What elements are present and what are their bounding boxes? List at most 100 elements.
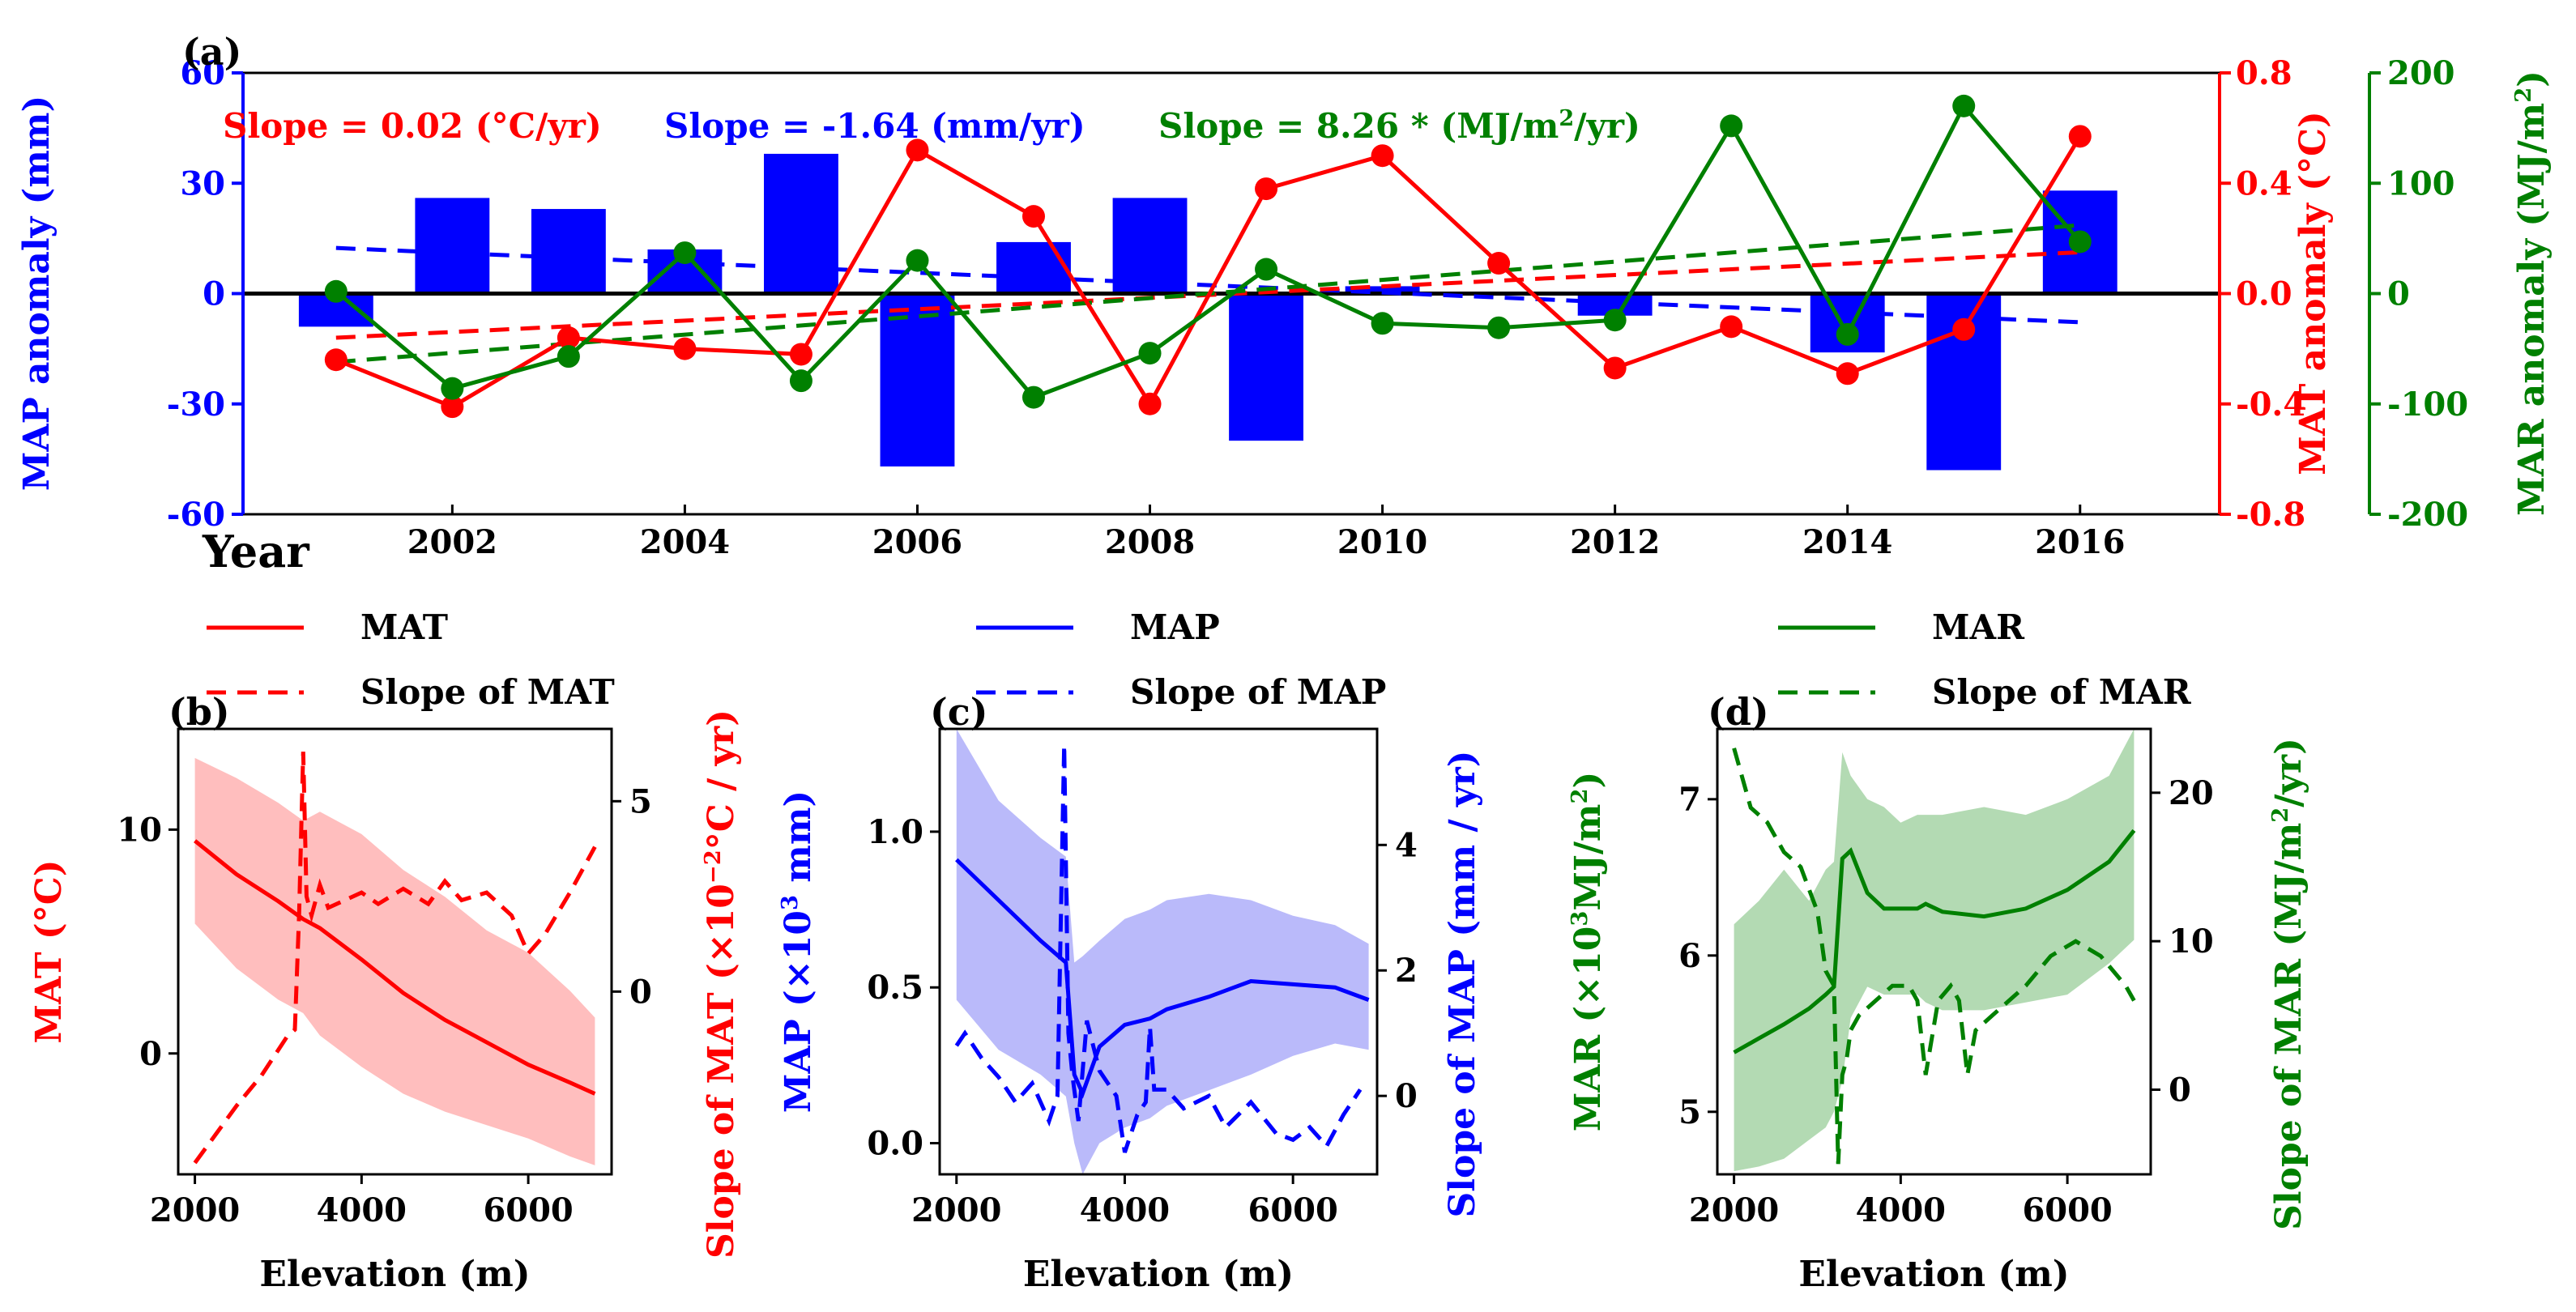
left-tick-label: 30 (180, 164, 225, 202)
right-axis-label: Slope of MAT (×10−2°C / yr) (700, 709, 742, 1259)
right-axis-label: Slope of MAP (mm / yr) (1442, 751, 1483, 1218)
map-anomaly-bar (880, 293, 955, 466)
mat-point (1836, 362, 1859, 386)
x-tick-label: 6000 (2022, 1191, 2112, 1229)
right-tick-label: 0 (629, 973, 652, 1011)
x-tick-label: 4000 (1856, 1191, 1946, 1229)
map-anomaly-bar (415, 198, 490, 294)
mar-point (1487, 316, 1511, 339)
panel-c: MAP Slope of MAP 2000 4000 6000 0.0 0.5 1.0 0 2 4 E… (777, 607, 1483, 1295)
x-axis-label: Elevation (m) (1798, 1254, 2069, 1295)
mar-point (673, 241, 697, 265)
panel-label: (a) (182, 30, 241, 74)
x-tick-label: 2008 (1105, 523, 1195, 561)
mat-point (789, 343, 812, 366)
slope-annotation: Slope = 0.02 (°C/yr) (223, 106, 602, 146)
range-band (1734, 729, 2135, 1172)
far-right-axis-label: MAR anomaly (MJ/m2) (2510, 70, 2553, 516)
slope-annotation: Slope = 8.26 * (MJ/m2/yr) (1158, 106, 1640, 147)
right-tick-label: 0.8 (2236, 54, 2292, 92)
plot-frame (177, 727, 613, 1176)
mat-point (441, 395, 464, 419)
mar-point (1022, 386, 1045, 409)
right-axis-label-part: °C / yr) (701, 709, 742, 850)
mar-point (1836, 322, 1859, 346)
trend-line-map (335, 245, 2080, 325)
slope-annotation-end: /yr) (1574, 106, 1640, 146)
mat-point (1603, 356, 1627, 380)
range-band (956, 729, 1369, 1174)
map-anomaly-bar (996, 241, 1071, 294)
far-right-axis-label-part: ) (2511, 70, 2553, 87)
mat-point (1487, 252, 1511, 275)
left-axis-label-part: MJ/m (1567, 804, 1609, 911)
mat-point (1371, 144, 1394, 168)
left-tick-label: 0.5 (867, 969, 923, 1007)
slope-annotation-text: Slope = -1.64 (mm/yr) (664, 106, 1085, 146)
slope-annotation-text: Slope = 8.26 * (MJ/m (1158, 106, 1559, 146)
x-tick-label: 2004 (640, 523, 730, 561)
right-tick-label: 0.4 (2236, 164, 2292, 202)
mar-point (1720, 114, 1743, 138)
x-tick-label: 2012 (1570, 523, 1660, 561)
left-axis-label: MAP anomaly (mm) (16, 96, 58, 492)
mar-point (2068, 230, 2092, 253)
left-tick-label: -30 (167, 386, 225, 424)
x-tick-label: 2000 (911, 1191, 1001, 1229)
legend-label: Slope of MAR (1932, 672, 2192, 712)
left-tick-label: 10 (117, 811, 162, 849)
left-axis-label-part: 3 (777, 895, 803, 910)
mar-point (557, 345, 580, 368)
panel-b: MAT Slope of MAT 2000 4000 6000 0 10 0 5 Elevatio… (28, 607, 742, 1295)
mar-point (1255, 258, 1278, 281)
right-tick-label: -0.8 (2236, 496, 2305, 534)
legend-label: Slope of MAP (1130, 672, 1386, 712)
slope-annotation-text: Slope = 0.02 (°C/yr) (223, 106, 602, 146)
left-axis-label-part: MAP (×10 (778, 910, 819, 1113)
mar-point (441, 377, 464, 400)
mar-point (1603, 309, 1627, 332)
left-axis-label-part: 3 (1567, 911, 1593, 926)
x-tick-label: 2016 (2035, 523, 2125, 561)
right-tick-label: 5 (629, 782, 652, 820)
panel-label: (c) (930, 690, 988, 734)
x-tick-label: 6000 (1247, 1191, 1337, 1229)
x-tick-label: 2000 (150, 1191, 240, 1229)
left-axis-label-part: mm) (778, 790, 819, 895)
right-axis-label-part: −2 (700, 850, 726, 884)
right-axis-label-part: /yr) (2268, 738, 2309, 807)
panel-label: (d) (1708, 690, 1769, 734)
left-tick-label: 60 (180, 54, 225, 92)
mar-point (1371, 312, 1394, 335)
right-axis-label: Slope of MAR (MJ/m2/yr) (2267, 738, 2309, 1230)
left-tick-label: 0 (139, 1035, 162, 1073)
left-axis-label-part: ) (1567, 772, 1609, 789)
mar-point (1952, 94, 1976, 117)
right-axis-label-part: Slope of MAT (×10 (701, 884, 742, 1259)
panel-a: -60 -30 0 30 60 -0.8 -0.4 0.0 0.4 0.8 -200 -100 0 100… (16, 30, 2553, 577)
right-tick-label: 0 (1395, 1077, 1418, 1115)
slope-annotation: Slope = -1.64 (mm/yr) (664, 106, 1085, 146)
x-tick-label: 2002 (407, 523, 497, 561)
map-anomaly-bar (531, 209, 606, 294)
right-tick-label: 2 (1395, 952, 1418, 990)
mat-point (557, 326, 580, 349)
left-axis-label: MAP (×103 mm) (777, 790, 819, 1113)
far-right-tick-label: -200 (2387, 496, 2468, 534)
x-tick-label: 2000 (1689, 1191, 1779, 1229)
panel-d: MAR Slope of MAR 2000 4000 6000 5 6 7 0 10 20 Eleva… (1567, 607, 2309, 1295)
x-tick-label: 6000 (483, 1191, 573, 1229)
mat-point (1022, 205, 1045, 228)
left-axis-label: MAT (°C) (28, 859, 70, 1043)
left-tick-label: 0 (203, 275, 225, 313)
far-right-tick-label: 0 (2387, 275, 2410, 313)
map-anomaly-bar (1345, 286, 1420, 294)
left-axis-label-part: 2 (1567, 789, 1593, 804)
right-tick-label: 4 (1395, 826, 1418, 864)
legend-label: MAR (1932, 607, 2025, 647)
mat-line (335, 135, 2082, 409)
mat-point (906, 138, 929, 162)
legend-label: MAP (1130, 607, 1220, 647)
mat-point (673, 337, 697, 360)
